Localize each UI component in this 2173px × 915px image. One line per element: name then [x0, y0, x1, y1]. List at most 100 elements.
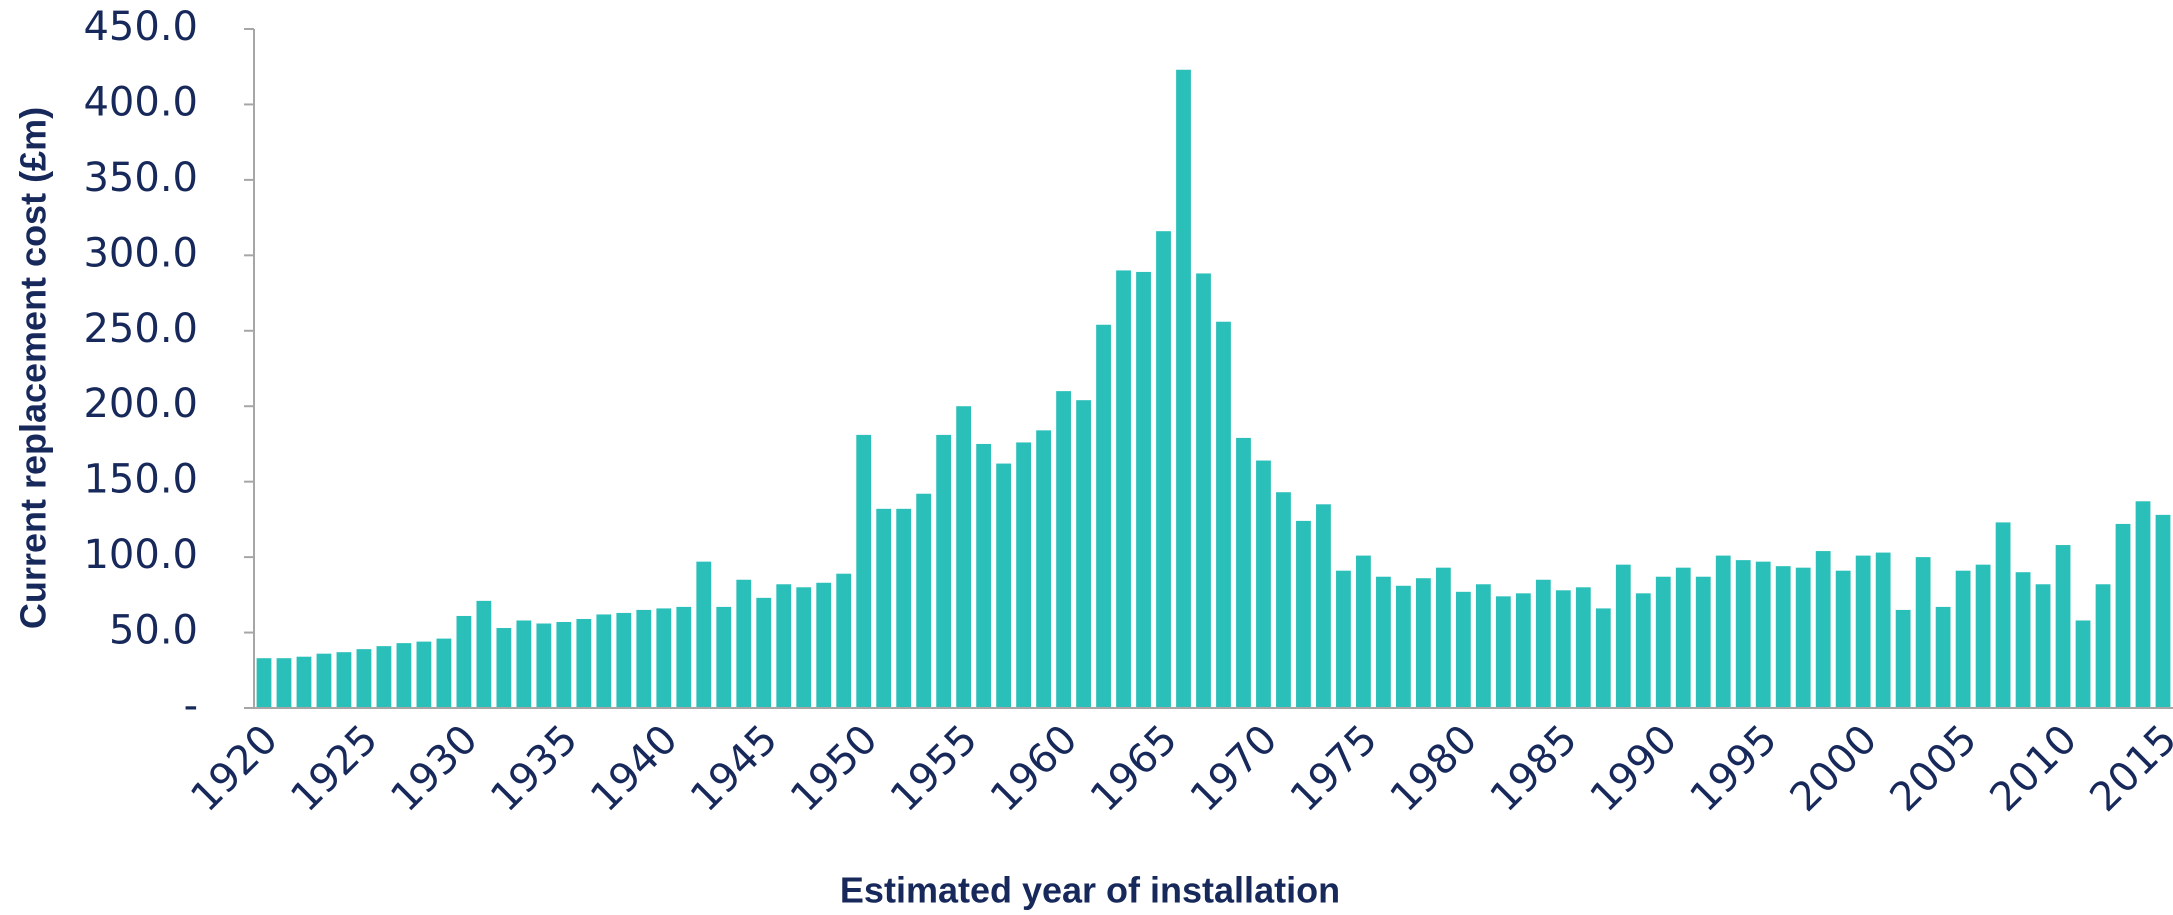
- bar: [716, 606, 732, 708]
- y-tick-label: 50.0: [109, 608, 198, 654]
- y-axis-title: Current replacement cost (£m): [13, 107, 54, 629]
- bar: [876, 508, 892, 708]
- bar: [616, 612, 632, 708]
- bar: [1196, 273, 1211, 708]
- bar: [1415, 578, 1431, 708]
- bar: [836, 573, 852, 708]
- bar: [976, 443, 992, 708]
- bar: [2095, 584, 2111, 708]
- y-tick-label: 300.0: [83, 230, 198, 276]
- bar: [956, 406, 972, 708]
- bar: [276, 658, 292, 708]
- bar: [2135, 501, 2151, 708]
- bar: [1296, 520, 1311, 708]
- bar: [1056, 391, 1071, 708]
- bar: [2035, 584, 2051, 708]
- bar: [356, 649, 372, 708]
- bar: [656, 608, 672, 708]
- x-tick-label: 1955: [882, 716, 987, 821]
- y-tick-label: 200.0: [83, 381, 198, 427]
- bar: [316, 653, 332, 708]
- bar: [1376, 576, 1391, 708]
- bar: [896, 508, 912, 708]
- bar: [556, 621, 572, 708]
- bar: [696, 561, 712, 708]
- bar: [1935, 606, 1951, 708]
- bar: [1276, 492, 1291, 708]
- y-tick-label: 250.0: [83, 306, 198, 352]
- bar: [1675, 567, 1691, 708]
- bar: [856, 434, 872, 708]
- bar: [376, 646, 392, 708]
- bar: [1256, 460, 1271, 708]
- bar: [816, 582, 832, 708]
- y-tick-label: -: [184, 683, 198, 729]
- bar: [2015, 572, 2031, 708]
- bar: [2155, 514, 2171, 708]
- x-tick-label: 1970: [1182, 716, 1287, 821]
- x-tick-label: 1920: [182, 716, 287, 821]
- bar: [1615, 564, 1631, 708]
- x-tick-label: 1935: [482, 716, 587, 821]
- bar: [1216, 321, 1231, 708]
- bar: [1356, 555, 1371, 708]
- bar: [1435, 567, 1451, 708]
- x-tick-label: 1975: [1282, 716, 1387, 821]
- x-tick-label: 2005: [1881, 716, 1986, 821]
- bar: [676, 606, 692, 708]
- bar: [1455, 591, 1471, 708]
- bar: [1176, 69, 1191, 709]
- bar: [256, 658, 272, 708]
- bar: [396, 643, 412, 708]
- bar: [1835, 570, 1851, 708]
- bar: [596, 614, 612, 708]
- x-tick-label: 1940: [582, 716, 687, 821]
- bar: [2075, 620, 2091, 708]
- bar: [416, 641, 432, 708]
- bar: [1535, 579, 1551, 708]
- bar: [776, 584, 792, 708]
- x-tick-label: 1995: [1682, 716, 1787, 821]
- x-tick-label: 2010: [1981, 716, 2086, 821]
- x-axis-title: Estimated year of installation: [840, 870, 1340, 911]
- x-tick-label: 1985: [1482, 716, 1587, 821]
- y-tick-label: 150.0: [83, 457, 198, 503]
- bar: [1116, 270, 1131, 708]
- bar: [996, 463, 1012, 708]
- bar: [296, 656, 312, 708]
- bar: [636, 609, 652, 708]
- y-tick-label: 450.0: [83, 4, 198, 50]
- bar: [1595, 608, 1611, 708]
- bar: [456, 615, 472, 708]
- y-tick-label: 100.0: [83, 532, 198, 578]
- bar: [496, 628, 512, 708]
- bar: [1795, 567, 1811, 708]
- bar: [1515, 593, 1531, 708]
- bar: [1975, 564, 1991, 708]
- y-tick-label: 350.0: [83, 155, 198, 201]
- x-tick-label: 1980: [1382, 716, 1487, 821]
- bar: [536, 623, 552, 708]
- bar: [1715, 555, 1731, 708]
- x-tick-label: 1965: [1082, 716, 1187, 821]
- bar: [1336, 570, 1351, 708]
- bar: [1236, 437, 1251, 708]
- x-tick-label: 1960: [982, 716, 1087, 821]
- x-tick-label: 1930: [382, 716, 487, 821]
- bar: [1855, 555, 1871, 708]
- bar: [2115, 523, 2131, 708]
- bar: [1655, 576, 1671, 708]
- bar: [1096, 324, 1111, 708]
- bar: [736, 579, 752, 708]
- bar: [1136, 271, 1151, 708]
- bar: [1815, 551, 1831, 708]
- bar: [1895, 609, 1911, 708]
- bar: [1555, 590, 1571, 708]
- bar: [1875, 552, 1891, 708]
- bar: [756, 597, 772, 708]
- bar: [1316, 504, 1331, 708]
- bar: [576, 618, 592, 708]
- bar: [1495, 596, 1511, 708]
- bar: [916, 493, 932, 708]
